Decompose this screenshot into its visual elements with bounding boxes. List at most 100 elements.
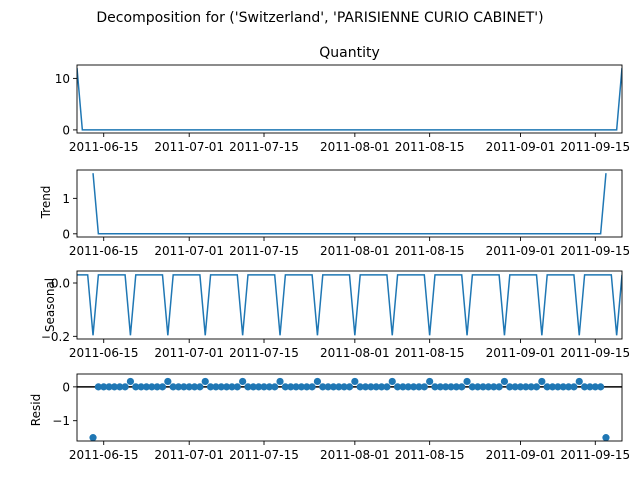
seasonal-series-line <box>77 274 622 336</box>
resid-point <box>105 383 113 391</box>
observed-xtick-label: 2011-08-01 <box>320 140 390 154</box>
trend-xtick-label: 2011-09-01 <box>486 244 556 258</box>
seasonal-xtick-label: 2011-06-15 <box>69 346 139 360</box>
resid-point <box>228 383 236 391</box>
observed-plot-area <box>77 68 622 131</box>
trend-ytick-label: 0 <box>62 227 70 241</box>
resid-point <box>367 383 375 391</box>
resid-point <box>404 383 412 391</box>
resid-point <box>308 383 316 391</box>
seasonal-panel: −0.2 0.0 2011-06-15 2011-07-01 2011-07-15 201… <box>41 270 630 360</box>
trend-plot-area <box>92 173 607 235</box>
resid-point <box>110 383 118 391</box>
resid-plot-area <box>77 377 622 441</box>
resid-point <box>137 383 145 391</box>
resid-point <box>602 434 610 441</box>
resid-point <box>271 383 279 391</box>
resid-point <box>511 383 519 391</box>
resid-xtick-label: 2011-07-01 <box>154 448 224 462</box>
resid-point <box>570 383 578 391</box>
resid-point <box>217 383 225 391</box>
seasonal-axes-frame <box>76 270 623 340</box>
seasonal-xtick-label: 2011-09-15 <box>560 346 630 360</box>
figure-title: Decomposition for ('Switzerland', 'PARIS… <box>96 10 543 26</box>
resid-xtick-label: 2011-09-01 <box>486 448 556 462</box>
resid-point <box>345 383 354 391</box>
trend-panel: 0 1 2011-06-15 2011-07-01 2011-07-15 2011-08-… <box>62 169 630 258</box>
resid-point <box>522 383 530 391</box>
resid-point <box>153 383 161 391</box>
resid-point <box>479 383 487 391</box>
resid-point <box>174 383 183 391</box>
resid-point <box>393 383 402 391</box>
trend-ylabel: Trend <box>39 186 53 220</box>
resid-point <box>287 383 295 391</box>
seasonal-ytick-label: 0.0 <box>51 277 70 291</box>
resid-point <box>169 383 177 391</box>
observed-series-line <box>77 68 622 131</box>
seasonal-ytick-label: −0.2 <box>41 330 70 344</box>
trend-xtick-label: 2011-08-01 <box>320 244 390 258</box>
resid-point <box>351 377 359 386</box>
resid-point <box>292 383 300 391</box>
observed-ytick-label: 10 <box>55 72 70 86</box>
resid-point <box>564 383 573 391</box>
resid-point <box>554 383 562 391</box>
resid-xtick-label: 2011-08-01 <box>320 448 390 462</box>
resid-point <box>158 383 167 391</box>
observed-axes-frame <box>76 64 623 134</box>
resid-point <box>420 383 428 391</box>
trend-ytick-label: 1 <box>62 192 70 206</box>
resid-xtick-label: 2011-09-15 <box>560 448 630 462</box>
resid-point <box>447 383 455 391</box>
resid-point <box>516 383 525 391</box>
resid-point <box>94 383 102 391</box>
resid-point <box>543 383 551 391</box>
resid-point <box>313 377 322 386</box>
resid-point <box>431 383 439 391</box>
seasonal-plot-area <box>77 274 622 336</box>
resid-point <box>276 377 284 386</box>
observed-xtick-label: 2011-06-15 <box>69 140 139 154</box>
resid-axes-frame <box>76 373 623 442</box>
resid-point <box>239 377 247 386</box>
resid-point <box>500 377 509 386</box>
resid-point <box>452 383 460 391</box>
resid-point <box>575 377 583 386</box>
resid-point <box>126 377 135 386</box>
resid-point <box>255 383 263 391</box>
resid-xtick-label: 2011-08-15 <box>395 448 465 462</box>
resid-point <box>89 434 97 441</box>
resid-point <box>116 383 124 391</box>
resid-point <box>260 383 268 391</box>
resid-ytick-label: −1 <box>52 414 70 428</box>
resid-point <box>206 383 215 391</box>
resid-point <box>377 383 386 391</box>
resid-point <box>164 377 172 386</box>
resid-point <box>281 383 289 391</box>
trend-xtick-label: 2011-07-01 <box>154 244 224 258</box>
resid-point <box>319 383 327 391</box>
resid-point <box>190 383 199 391</box>
seasonal-ylabel: Seasonal <box>43 278 57 332</box>
resid-point <box>148 383 156 391</box>
resid-point <box>329 383 338 391</box>
resid-point <box>548 383 557 391</box>
resid-point <box>410 383 418 391</box>
resid-point <box>591 383 599 391</box>
resid-point <box>415 383 423 391</box>
resid-point <box>490 383 498 391</box>
resid-point <box>458 383 466 391</box>
trend-xtick-label: 2011-06-15 <box>69 244 139 258</box>
resid-point <box>121 383 129 391</box>
trend-xtick-label: 2011-08-15 <box>395 244 465 258</box>
seasonal-xtick-label: 2011-09-01 <box>486 346 556 360</box>
resid-point <box>495 383 503 391</box>
observed-xtick-label: 2011-08-15 <box>395 140 465 154</box>
observed-ytick-label: 0 <box>62 123 70 137</box>
seasonal-xtick-label: 2011-08-15 <box>395 346 465 360</box>
resid-point <box>185 383 193 391</box>
trend-xtick-label: 2011-07-15 <box>229 244 299 258</box>
resid-point <box>474 383 482 391</box>
